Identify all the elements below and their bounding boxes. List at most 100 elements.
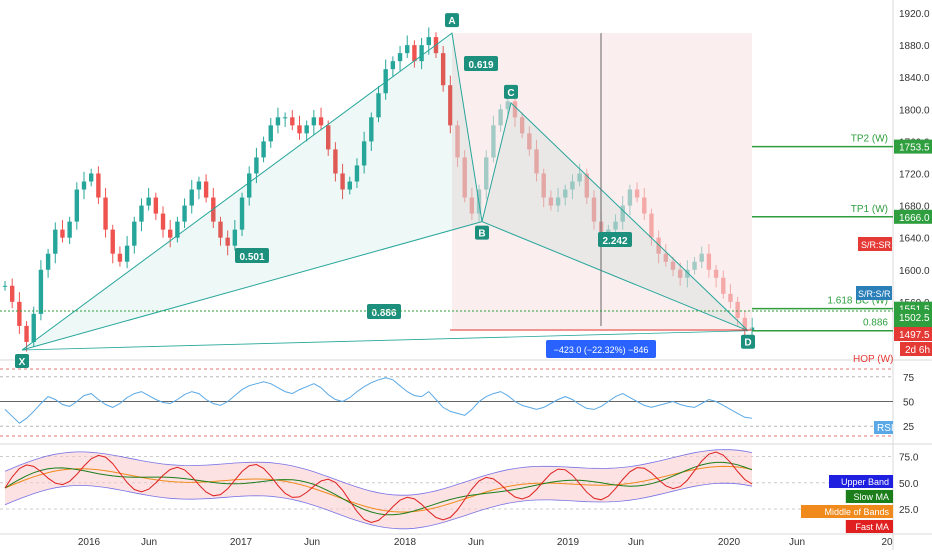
bcd-triangle: [481, 101, 749, 332]
level-label: TP2 (W): [851, 134, 888, 145]
price-axis-label: 1840.0: [899, 73, 930, 84]
legend-label: Slow MA: [853, 492, 889, 502]
time-axis-label: 2018: [394, 537, 417, 548]
price-axis-label: 1800.0: [899, 105, 930, 116]
candle: [361, 141, 367, 166]
candle: [24, 325, 29, 342]
candle: [247, 173, 252, 198]
ratio-label-text: 0.501: [239, 252, 264, 263]
candle: [53, 229, 58, 254]
ratio-label: [598, 232, 632, 247]
candle: [239, 197, 245, 230]
price-tag: [894, 139, 932, 154]
candle: [304, 125, 309, 134]
candle: [412, 45, 417, 62]
price-tag-text: 1497.5: [899, 330, 930, 341]
ratio-label: [464, 56, 498, 71]
candle: [354, 165, 360, 182]
sr-tag-text: S/R:S/R: [858, 289, 891, 299]
legend-label: Middle of Bands: [824, 507, 889, 517]
candle: [225, 237, 230, 246]
candle: [405, 45, 410, 54]
price-axis-label: 1600.0: [899, 266, 930, 277]
level-label: 1.618 BC (W): [827, 296, 888, 307]
candle: [139, 205, 144, 222]
level-label: 0.886: [863, 318, 888, 329]
time-axis-label: Jun: [628, 537, 644, 548]
pattern-point-text: D: [744, 338, 751, 349]
time-axis-label: 20: [881, 537, 893, 548]
candle: [311, 117, 317, 126]
ma-axis-label: 50.0: [899, 479, 919, 490]
rsi-axis-label: 25: [903, 422, 915, 433]
candle: [9, 285, 15, 302]
candle: [160, 213, 166, 230]
candle: [203, 181, 209, 198]
candle: [31, 313, 36, 342]
price-tag-text: 1666.0: [899, 213, 930, 224]
candle: [60, 229, 65, 238]
time-axis-label: Jun: [468, 537, 484, 548]
candle: [419, 45, 424, 62]
rsi-axis-label: 75: [903, 373, 915, 384]
legend-item: [801, 505, 893, 518]
candle: [2, 285, 8, 287]
rsi-axis-label: 50: [903, 398, 915, 409]
candle: [117, 253, 123, 262]
pattern-point-label: [445, 13, 459, 28]
pattern-point-text: X: [19, 357, 26, 368]
legend-label: Upper Band: [841, 477, 889, 487]
legend-item: [829, 475, 893, 488]
rsi-tag-text: RSI: [877, 423, 894, 434]
pattern-point-label: [15, 353, 29, 368]
measure-zone: [452, 33, 752, 332]
ratio-label-text: 2.242: [602, 236, 627, 247]
candle: [232, 229, 238, 246]
legend-item: [845, 490, 893, 503]
upper-band-line: [4, 449, 753, 496]
countdown-tag: [900, 342, 932, 356]
candle: [74, 189, 80, 222]
candle: [218, 221, 223, 238]
candle: [275, 117, 281, 126]
hop-label: HOP (W): [853, 354, 893, 365]
price-tag-text: 1502.5: [899, 313, 930, 324]
price-axis-label: 1640.0: [899, 234, 930, 245]
slow-ma-line: [4, 461, 753, 516]
candle: [146, 197, 151, 206]
price-axis-label: 1680.0: [899, 202, 930, 213]
ma-axis-label: 75.0: [899, 453, 919, 464]
candle: [67, 221, 72, 238]
candle: [153, 197, 159, 214]
candle: [390, 61, 396, 70]
candle: [397, 53, 403, 62]
pattern-point-text: A: [448, 16, 455, 27]
price-tag: [894, 209, 932, 224]
price-axis-label: 1720.0: [899, 169, 930, 180]
candle: [261, 141, 266, 158]
price-tag-text: 1753.5: [899, 143, 930, 154]
candle: [268, 125, 273, 142]
candle: [175, 221, 180, 238]
price-tag: [894, 310, 932, 324]
candle: [254, 157, 259, 174]
candle: [96, 173, 101, 198]
candle: [426, 37, 431, 46]
candle: [290, 117, 295, 126]
measure-badge: [546, 340, 656, 358]
fast-ma-line: [4, 451, 753, 524]
time-axis-label: Jun: [789, 537, 805, 548]
time-axis-label: 2019: [557, 537, 580, 548]
time-axis-label: 2020: [718, 537, 741, 548]
rsi-line: [4, 377, 753, 424]
countdown-text: 2d 6h: [905, 345, 930, 356]
candle: [45, 253, 51, 270]
xab-triangle: [21, 32, 483, 351]
legend-label: Fast MA: [855, 522, 889, 532]
pattern-point-label: [741, 334, 755, 349]
pattern-point-label: [475, 225, 489, 240]
time-axis-label: Jun: [304, 537, 320, 548]
candle: [182, 205, 187, 222]
